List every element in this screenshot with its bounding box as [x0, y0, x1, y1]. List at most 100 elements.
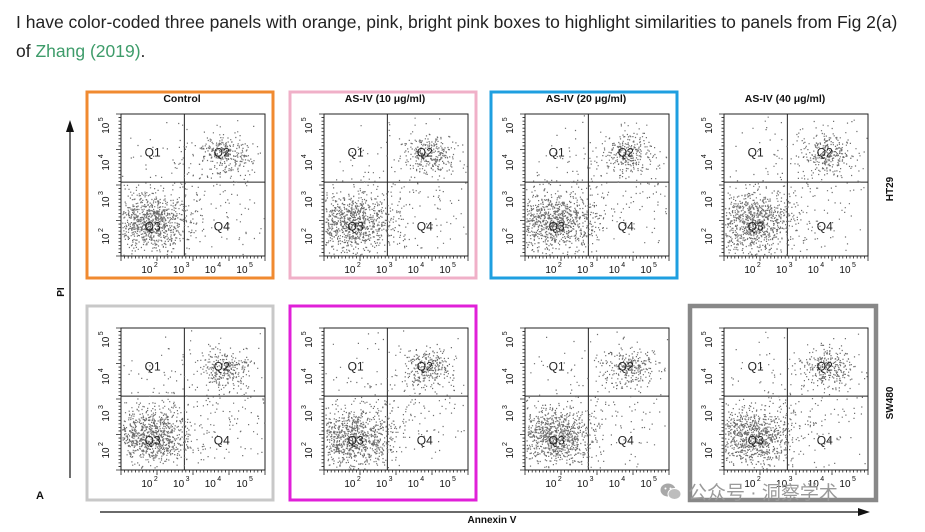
x-tick-exponent: 5 [653, 262, 657, 269]
x-tick-label: 10 [344, 265, 356, 276]
x-tick-exponent: 2 [357, 262, 361, 269]
x-tick-exponent: 2 [154, 262, 158, 269]
quadrant-label-q4: Q4 [618, 219, 634, 233]
quadrant-label-q2: Q2 [214, 146, 230, 160]
quadrant-label-q4: Q4 [417, 433, 433, 447]
x-tick-label: 10 [376, 479, 388, 490]
y-tick-label: 10 [505, 336, 516, 348]
post-paragraph: I have color-coded three panels with ora… [16, 8, 911, 66]
x-tick-label: 10 [744, 265, 756, 276]
y-tick-exponent: 2 [98, 442, 105, 446]
x-tick-label: 10 [609, 479, 621, 490]
y-tick-exponent: 3 [98, 191, 105, 195]
x-tick-exponent: 2 [154, 476, 158, 483]
quadrant-label-q3: Q3 [145, 219, 161, 233]
y-tick-label: 10 [304, 373, 315, 385]
y-tick-label: 10 [304, 410, 315, 422]
zhang-2019-link[interactable]: Zhang (2019) [35, 41, 141, 61]
y-tick-exponent: 4 [301, 154, 308, 158]
y-tick-exponent: 4 [98, 154, 105, 158]
quadrant-label-q3: Q3 [348, 433, 364, 447]
x-tick-label: 10 [141, 265, 153, 276]
quadrant-label-q1: Q1 [348, 146, 364, 160]
quadrant-label-q4: Q4 [817, 219, 833, 233]
quadrant-label-q1: Q1 [145, 146, 161, 160]
y-tick-label: 10 [101, 233, 112, 245]
x-tick-label: 10 [776, 265, 788, 276]
x-tick-exponent: 4 [420, 476, 424, 483]
x-tick-label: 10 [808, 265, 820, 276]
x-tick-label: 10 [173, 265, 185, 276]
x-tick-label: 10 [205, 265, 217, 276]
highlight-box-3 [85, 304, 275, 502]
y-tick-exponent: 2 [502, 228, 509, 232]
x-tick-exponent: 3 [590, 476, 594, 483]
x-tick-exponent: 2 [558, 476, 562, 483]
y-tick-label: 10 [704, 122, 715, 134]
x-tick-exponent: 2 [357, 476, 361, 483]
y-tick-label: 10 [704, 159, 715, 171]
x-tick-label: 10 [236, 265, 248, 276]
y-tick-exponent: 4 [98, 368, 105, 372]
y-tick-exponent: 5 [98, 117, 105, 121]
quadrant-label-q3: Q3 [348, 219, 364, 233]
y-tick-label: 10 [101, 196, 112, 208]
x-tick-exponent: 3 [186, 262, 190, 269]
quadrant-label-q1: Q1 [348, 360, 364, 374]
row-label-ht29: HT29 [885, 176, 896, 201]
y-tick-exponent: 3 [301, 405, 308, 409]
x-tick-label: 10 [439, 265, 451, 276]
x-tick-label: 10 [376, 265, 388, 276]
x-tick-exponent: 4 [820, 476, 824, 483]
x-tick-exponent: 4 [217, 262, 221, 269]
quadrant-label-q2: Q2 [618, 146, 634, 160]
x-tick-label: 10 [344, 479, 356, 490]
y-tick-label: 10 [505, 196, 516, 208]
y-tick-exponent: 4 [502, 154, 509, 158]
y-tick-exponent: 5 [301, 331, 308, 335]
y-tick-label: 10 [704, 196, 715, 208]
y-tick-exponent: 2 [502, 442, 509, 446]
x-tick-exponent: 5 [452, 262, 456, 269]
x-tick-label: 10 [439, 479, 451, 490]
row-label-sw480: SW480 [885, 386, 896, 419]
y-tick-exponent: 5 [502, 331, 509, 335]
quadrant-label-q3: Q3 [748, 433, 764, 447]
y-tick-label: 10 [304, 122, 315, 134]
y-tick-label: 10 [304, 336, 315, 348]
y-tick-label: 10 [101, 410, 112, 422]
quadrant-label-q2: Q2 [618, 360, 634, 374]
quadrant-label-q3: Q3 [549, 219, 565, 233]
column-header-1: AS-IV (10 μg/ml) [345, 93, 426, 105]
x-tick-exponent: 4 [217, 476, 221, 483]
y-tick-exponent: 5 [701, 331, 708, 335]
quadrant-label-q3: Q3 [748, 219, 764, 233]
y-tick-exponent: 2 [301, 228, 308, 232]
x-tick-exponent: 3 [590, 262, 594, 269]
y-tick-exponent: 2 [98, 228, 105, 232]
column-header-0: Control [163, 93, 200, 105]
x-tick-label: 10 [408, 479, 420, 490]
y-tick-label: 10 [704, 410, 715, 422]
y-tick-label: 10 [704, 373, 715, 385]
highlight-box-4 [288, 304, 478, 502]
y-tick-label: 10 [304, 196, 315, 208]
x-tick-label: 10 [205, 479, 217, 490]
y-tick-label: 10 [704, 336, 715, 348]
x-tick-label: 10 [839, 265, 851, 276]
wechat-icon [660, 482, 682, 502]
y-tick-exponent: 4 [701, 154, 708, 158]
highlight-box-0 [85, 90, 275, 280]
quadrant-label-q4: Q4 [817, 433, 833, 447]
x-tick-exponent: 4 [621, 262, 625, 269]
x-tick-exponent: 4 [420, 262, 424, 269]
column-header-3: AS-IV (40 μg/ml) [745, 93, 826, 105]
highlight-box-2 [489, 90, 679, 280]
y-axis-label: PI [56, 287, 67, 297]
y-tick-exponent: 3 [502, 191, 509, 195]
